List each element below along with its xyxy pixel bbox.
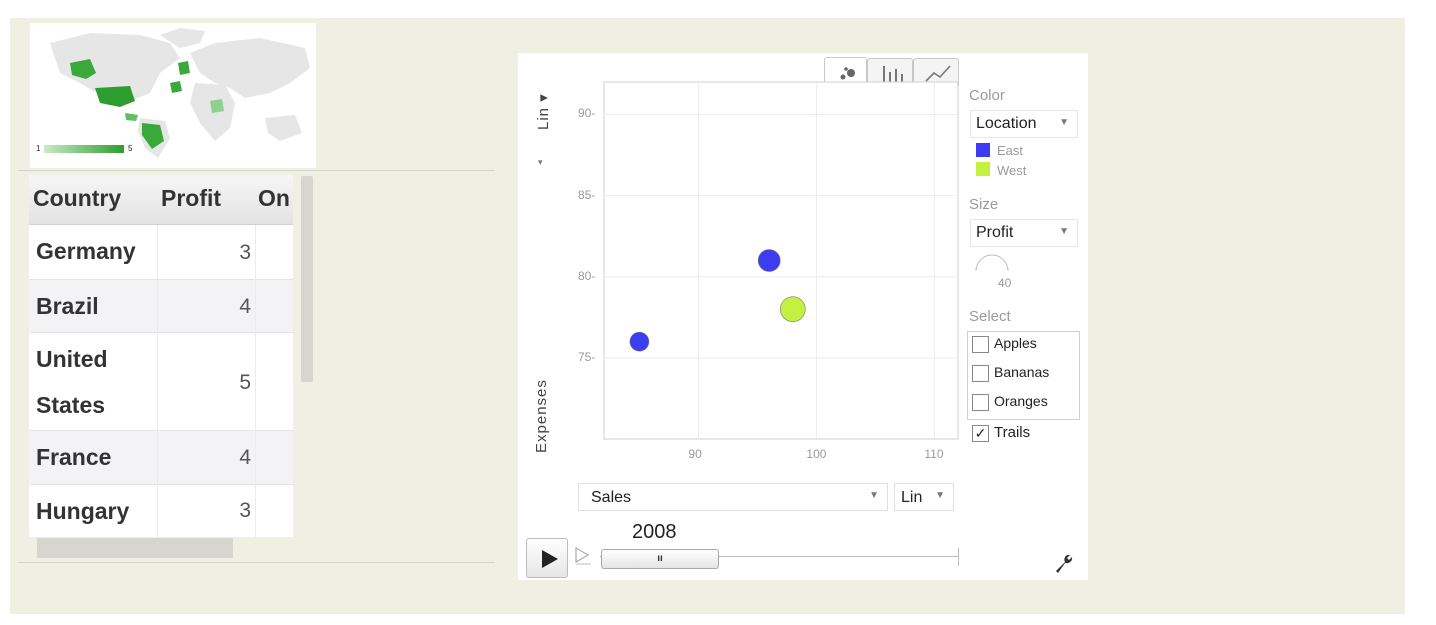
select-label: Select xyxy=(969,308,1011,325)
tab-bar-chart[interactable] xyxy=(867,58,913,86)
cell-country: Hungary xyxy=(36,498,130,524)
cell-profit: 4 xyxy=(239,295,251,318)
plot-area[interactable] xyxy=(518,53,1088,580)
x-tick-label: 90 xyxy=(688,447,702,461)
column-header-profit[interactable]: Profit xyxy=(161,185,222,211)
select-item-label: Bananas xyxy=(994,364,1050,380)
tab-line-chart[interactable] xyxy=(913,58,959,86)
column-header-on[interactable]: On xyxy=(258,185,290,211)
table-vertical-scrollbar[interactable] xyxy=(301,176,313,382)
size-label: Size xyxy=(969,196,999,213)
map-legend-max: 5 xyxy=(128,144,133,153)
y-tick-label: 75- xyxy=(578,349,596,364)
play-button[interactable] xyxy=(526,538,568,578)
table-row[interactable]: Hungary 3 xyxy=(29,485,293,537)
table-header: Country Profit On xyxy=(29,175,293,225)
select-item-label: Apples xyxy=(994,335,1037,351)
size-reference-value: 40 xyxy=(998,276,1012,290)
legend-swatch-east xyxy=(976,143,990,157)
motion-chart-panel: Lin ▾ ▾ Expenses Sales ▼ Lin ▼ Color Loc… xyxy=(518,53,1088,580)
select-item-label: Oranges xyxy=(994,393,1048,409)
x-tick-label: 100 xyxy=(806,447,827,461)
checkbox[interactable] xyxy=(972,394,989,411)
color-selector[interactable]: Location ▼ xyxy=(970,110,1078,138)
settings-wrench-icon[interactable] xyxy=(1049,550,1077,578)
y-tick-label: 85- xyxy=(578,187,596,202)
time-slider-track[interactable] xyxy=(600,556,958,557)
table-horizontal-scrollbar[interactable] xyxy=(37,538,233,558)
chevron-down-icon: ▼ xyxy=(869,490,879,501)
checkbox[interactable] xyxy=(972,336,989,353)
color-value: Location xyxy=(976,115,1037,132)
x-axis-selector[interactable]: Sales ▼ xyxy=(578,483,888,511)
bubble-chart-icon xyxy=(840,67,855,80)
size-value: Profit xyxy=(976,224,1014,241)
y-tick-label: 80- xyxy=(578,268,596,283)
cell-profit: 3 xyxy=(239,241,251,264)
table-row[interactable]: Brazil 4 xyxy=(29,280,293,333)
chevron-down-icon: ▼ xyxy=(935,490,945,501)
column-divider xyxy=(255,225,256,537)
size-reference-icon xyxy=(975,254,1009,272)
x-scale-label: Lin xyxy=(901,489,923,506)
legend-east[interactable]: East xyxy=(997,143,1024,158)
plot-frame xyxy=(603,81,959,440)
y-tick-label: 90- xyxy=(578,106,596,121)
bar-chart-icon xyxy=(883,66,903,82)
time-slider-thumb[interactable]: ıı xyxy=(601,549,719,569)
data-table: Country Profit On Germany 3 Brazil 4 Uni… xyxy=(29,175,293,537)
map-legend-min: 1 xyxy=(36,144,41,153)
cell-profit: 3 xyxy=(239,499,251,522)
x-tick-label: 110 xyxy=(924,447,944,461)
bubble-east[interactable] xyxy=(629,331,650,352)
column-divider xyxy=(157,225,158,537)
color-label: Color xyxy=(969,87,1005,104)
column-header-country[interactable]: Country xyxy=(33,185,122,211)
divider-bottom xyxy=(18,562,495,563)
cell-country: France xyxy=(36,444,112,470)
cell-country-line1: United xyxy=(36,346,108,372)
checkbox[interactable] xyxy=(972,365,989,382)
y-axis-dropdown-arrow[interactable]: ▾ xyxy=(538,157,543,167)
legend-west[interactable]: West xyxy=(997,163,1027,178)
checkbox-checked[interactable]: ✓ xyxy=(972,425,989,442)
table-row[interactable]: France 4 xyxy=(29,431,293,485)
step-forward-icon[interactable] xyxy=(573,545,593,565)
legend-swatch-west xyxy=(976,162,990,176)
bubble-west[interactable] xyxy=(779,296,806,322)
divider-top xyxy=(18,170,495,171)
trails-label: Trails xyxy=(994,424,1031,441)
chevron-down-icon: ▼ xyxy=(1059,226,1069,237)
bubble-east[interactable] xyxy=(757,249,781,272)
x-scale-selector[interactable]: Lin ▼ xyxy=(894,483,954,511)
cell-country-line2: States xyxy=(36,392,106,418)
x-axis-label: Sales xyxy=(591,489,632,506)
cell-profit: 5 xyxy=(239,371,251,394)
world-map-graphic xyxy=(44,28,310,158)
table-row[interactable]: United States 5 xyxy=(29,333,293,431)
line-chart-icon xyxy=(925,65,951,82)
chevron-down-icon: ▼ xyxy=(1059,117,1069,128)
time-slider-end xyxy=(958,548,959,566)
cell-country: Germany xyxy=(36,238,136,264)
table-row[interactable]: Germany 3 xyxy=(29,225,293,280)
cell-country: Brazil xyxy=(36,293,99,319)
current-year: 2008 xyxy=(632,521,677,543)
size-selector[interactable]: Profit ▼ xyxy=(970,219,1078,247)
geo-map[interactable]: 1 5 xyxy=(30,23,316,168)
play-icon xyxy=(542,550,558,568)
cell-profit: 4 xyxy=(239,446,251,469)
